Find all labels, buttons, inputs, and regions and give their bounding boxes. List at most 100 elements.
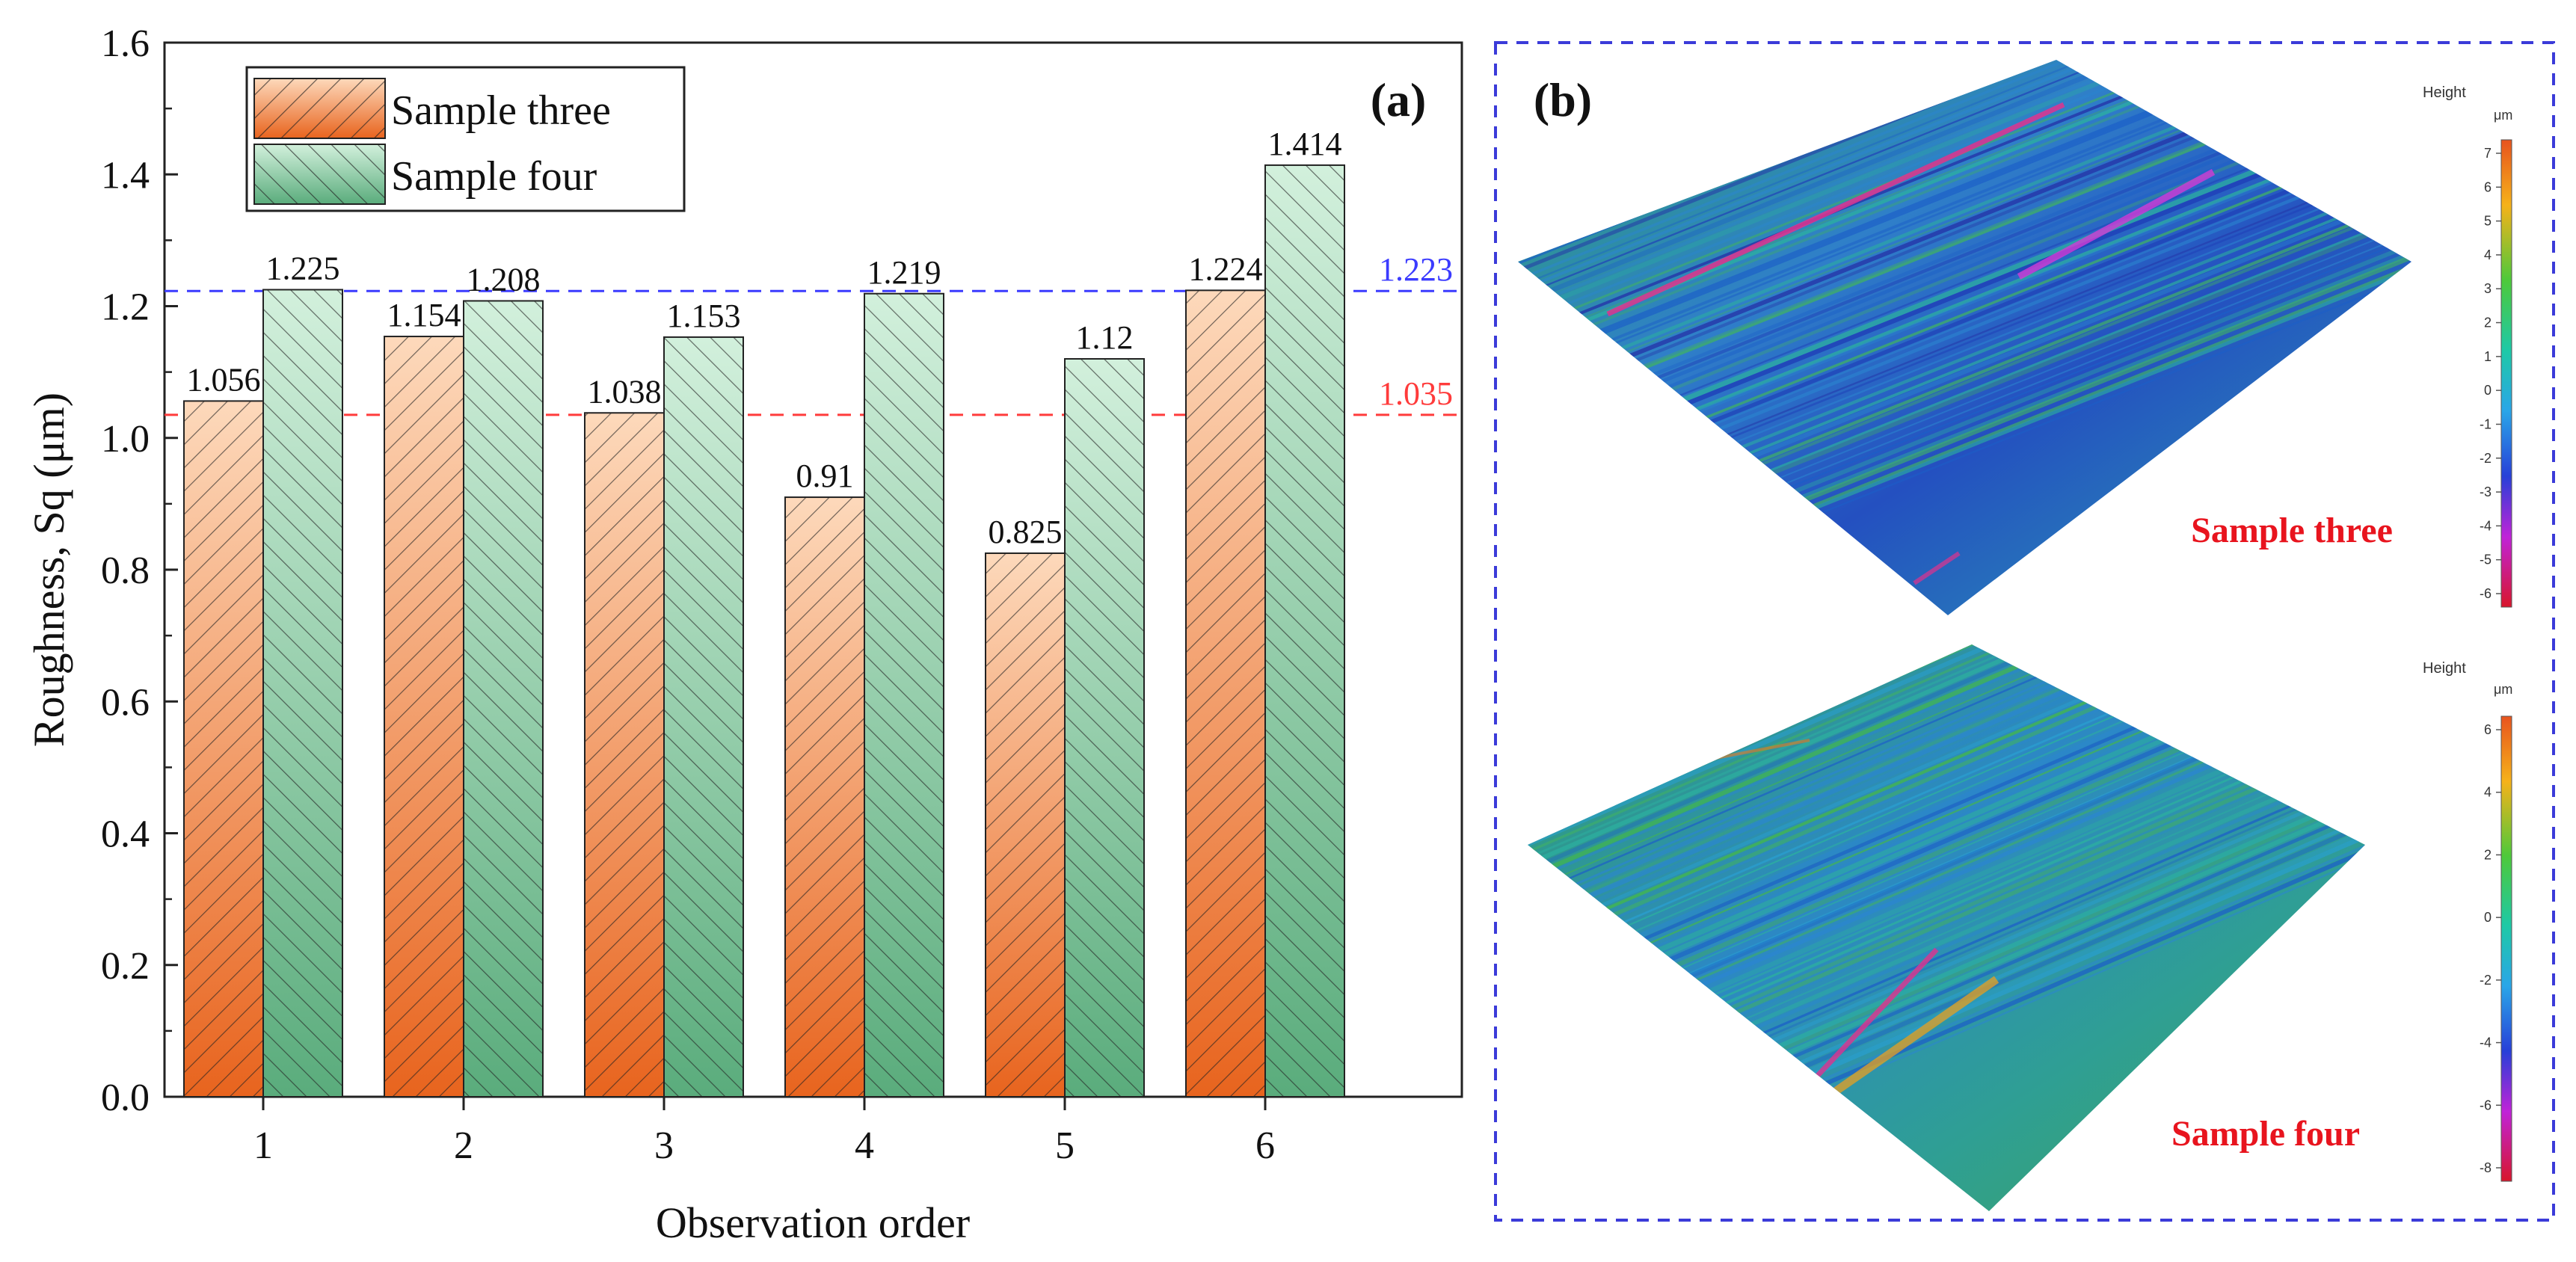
bar-value-label: 1.219 [867,254,941,291]
colorbar-tick-label: 2 [2484,316,2492,330]
surface-streak [1518,60,2411,384]
surface-streak [1518,60,2411,380]
surface-streak [1518,60,2324,143]
bar-value-label: 1.225 [266,250,340,286]
colorbar-tick-label: -5 [2480,552,2492,567]
colorbar-tick-label: 7 [2484,146,2492,161]
surface-streak [1518,60,2411,401]
surface-streak [1518,60,2411,345]
bar-hatch-sample-three-1 [184,401,263,1097]
surface-streak [1518,60,2411,387]
bar-hatch-sample-three-3 [585,413,664,1097]
surface-streak [1220,0,2266,46]
colorbar-tick-label: -4 [2480,518,2492,533]
x-tick-label: 3 [654,1124,674,1167]
surface-streak [1518,60,2411,342]
y-tick-label: 0.0 [101,1077,150,1119]
colorbar-tick-label: 0 [2484,383,2492,398]
surface-streak [1226,0,2273,58]
bar-value-label: 0.91 [796,458,854,494]
y-tick-label: 0.2 [101,945,150,988]
bar-value-label: 1.056 [187,361,261,398]
surface-streak [1518,60,2281,70]
colorbar-gradient-2 [2500,715,2512,1182]
colorbar-tick-label: 4 [2484,247,2492,262]
bar-hatch-sample-three-5 [986,552,1065,1097]
bar-value-label: 1.224 [1189,250,1263,287]
bar-hatch-sample-four-2 [464,301,543,1098]
surface-streak [1518,60,2411,337]
colorbar-sample-three: Height μm 7 6 5 4 3 2 1 0 -1 -2 -3 -4 -5 -6 [2423,84,2512,608]
bar-value-label: 1.12 [1076,319,1134,356]
colorbar-tick-label: -2 [2480,973,2492,988]
reference-line-label: 1.223 [1379,251,1453,288]
x-tick-label: 6 [1255,1124,1275,1167]
surface-streak [1518,60,2411,357]
colorbar-tick-label: 1 [2484,349,2492,364]
colorbar-tick-label: 5 [2484,214,2492,229]
surface-streak [1528,644,2365,958]
surface-streak [1528,644,2365,952]
y-tick-label: 1.0 [101,418,150,461]
colorbar-title-1: Height [2423,84,2466,101]
colorbar-tick-label: -2 [2480,451,2492,466]
colorbar-unit-1: μm [2494,108,2512,123]
colorbar-tick-label: 0 [2484,910,2492,925]
surface-streak [1528,644,2365,925]
colorbar-tick-label: -6 [2480,1098,2492,1112]
colorbar-tick-label: -3 [2480,484,2492,499]
surface-streak [1528,644,2365,967]
bar-hatch-sample-four-6 [1265,164,1344,1098]
y-tick-label: 1.2 [101,286,150,329]
surface-streak [1528,644,2365,934]
y-tick-label: 1.6 [101,22,150,65]
bar-hatch-sample-four-1 [263,289,342,1097]
panel-b-label: (b) [1534,73,1592,126]
y-axis-label: Roughness, Sq (μm) [25,393,73,747]
colorbar-unit-2: μm [2494,682,2512,697]
colorbar-tick-label: -8 [2480,1160,2492,1175]
surface-streak [1518,60,2411,332]
legend-label-sample-three: Sample three [391,87,611,134]
colorbar-tick-label: -1 [2480,416,2492,431]
colorbar-ticks-1: 7 6 5 4 3 2 1 0 -1 -2 -3 -4 -5 -6 [2480,146,2501,601]
x-tick-label: 2 [454,1124,473,1167]
colorbar-sample-four: Height μm 6 4 2 0 -2 -4 -6 -8 [2423,660,2512,1182]
surface-streak [1528,644,2365,910]
bar-value-label: 1.414 [1268,126,1342,162]
bar-value-label: 1.038 [588,373,662,410]
surface-streak [1528,644,2365,964]
surface-streak [1528,644,2365,905]
colorbar-title-2: Height [2423,660,2466,677]
legend-item-sample-four: Sample four [253,144,597,205]
legend-swatch-hatch-three [254,79,385,138]
colorbar-ticks-2: 6 4 2 0 -2 -4 -6 -8 [2480,722,2501,1175]
x-axis-label: Observation order [656,1198,970,1247]
y-tick-label: 0.8 [101,550,150,592]
bar-hatch-sample-four-4 [864,293,944,1098]
bar-hatch-sample-four-5 [1065,359,1144,1097]
legend: Sample three Sample four [245,66,686,212]
bar-hatch-sample-four-3 [664,336,743,1097]
surface-streak [1518,60,2283,74]
panel-a-label: (a) [1371,73,1427,126]
surface-streak [1528,644,2365,920]
reference-line-label: 1.035 [1379,375,1453,412]
x-tick-label: 1 [253,1124,273,1167]
bar-value-label: 1.154 [387,297,461,333]
legend-swatch-hatch-four [254,144,385,204]
panel-b-border [1494,41,2555,1222]
surface-streak [1518,60,2411,368]
surface-label-sample-four: Sample four [2171,1114,2360,1154]
x-axis: 1 2 3 4 5 6 [253,1097,1275,1167]
colorbar-tick-label: -6 [2480,586,2492,601]
bars [183,164,1345,1098]
colorbar-tick-label: -4 [2480,1035,2492,1050]
bar-hatch-sample-three-2 [384,336,464,1098]
surface-streak [1518,60,2278,65]
colorbar-gradient-1 [2500,139,2512,608]
bar-value-label: 0.825 [989,514,1063,550]
